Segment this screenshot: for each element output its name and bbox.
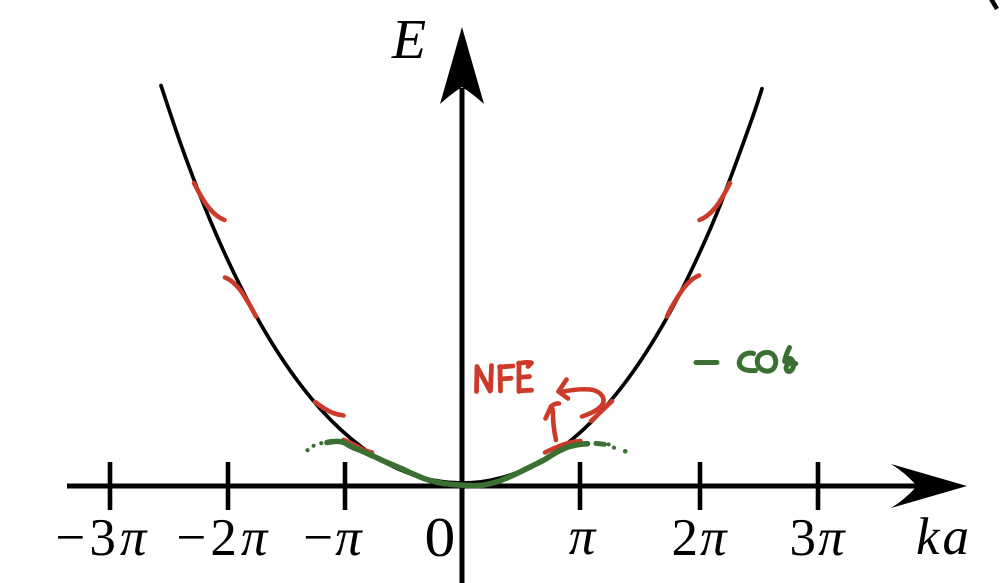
svg-text:0: 0: [425, 507, 458, 569]
svg-text:E: E: [391, 9, 426, 71]
svg-text:2π: 2π: [671, 509, 728, 567]
svg-text:3π: 3π: [789, 509, 846, 567]
svg-text:−3π: −3π: [56, 509, 151, 567]
svg-text:−π: −π: [303, 509, 363, 567]
svg-text:π: π: [569, 508, 598, 566]
svg-text:ka: ka: [916, 508, 972, 566]
svg-text:−2π: −2π: [177, 509, 272, 567]
